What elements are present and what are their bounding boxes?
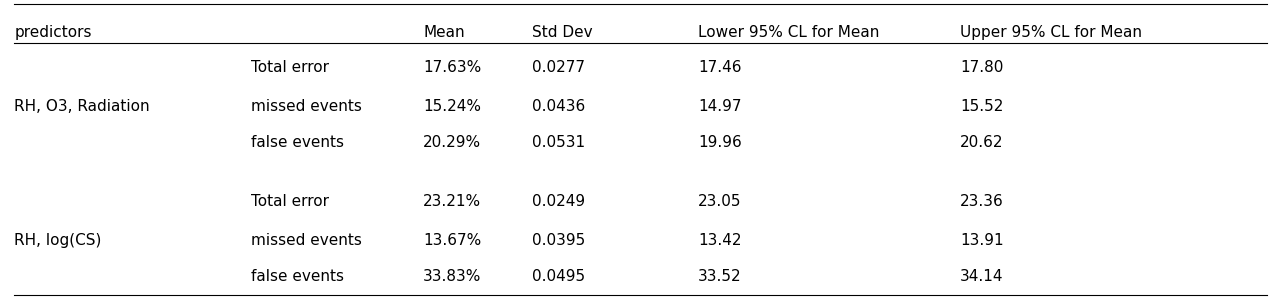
Text: 0.0436: 0.0436 — [532, 99, 585, 114]
Text: false events: false events — [251, 134, 343, 149]
Text: false events: false events — [251, 269, 343, 284]
Text: Mean: Mean — [423, 25, 465, 40]
Text: 33.52: 33.52 — [698, 269, 742, 284]
Text: 0.0249: 0.0249 — [532, 194, 585, 209]
Text: 17.80: 17.80 — [959, 60, 1003, 75]
Text: 20.62: 20.62 — [959, 134, 1003, 149]
Text: 15.24%: 15.24% — [423, 99, 482, 114]
Text: missed events: missed events — [251, 233, 361, 248]
Text: 23.05: 23.05 — [698, 194, 742, 209]
Text: Lower 95% CL for Mean: Lower 95% CL for Mean — [698, 25, 879, 40]
Text: Total error: Total error — [251, 60, 329, 75]
Text: missed events: missed events — [251, 99, 361, 114]
Text: 15.52: 15.52 — [959, 99, 1003, 114]
Text: 17.46: 17.46 — [698, 60, 742, 75]
Text: 13.91: 13.91 — [959, 233, 1004, 248]
Text: 0.0531: 0.0531 — [532, 134, 585, 149]
Text: 34.14: 34.14 — [959, 269, 1003, 284]
Text: Std Dev: Std Dev — [532, 25, 593, 40]
Text: RH, log(CS): RH, log(CS) — [14, 233, 101, 248]
Text: 0.0495: 0.0495 — [532, 269, 585, 284]
Text: 0.0277: 0.0277 — [532, 60, 585, 75]
Text: 14.97: 14.97 — [698, 99, 742, 114]
Text: predictors: predictors — [14, 25, 92, 40]
Text: 13.42: 13.42 — [698, 233, 742, 248]
Text: 17.63%: 17.63% — [423, 60, 482, 75]
Text: 19.96: 19.96 — [698, 134, 742, 149]
Text: Upper 95% CL for Mean: Upper 95% CL for Mean — [959, 25, 1143, 40]
Text: 23.36: 23.36 — [959, 194, 1004, 209]
Text: RH, O3, Radiation: RH, O3, Radiation — [14, 99, 150, 114]
Text: 20.29%: 20.29% — [423, 134, 482, 149]
Text: 23.21%: 23.21% — [423, 194, 482, 209]
Text: Total error: Total error — [251, 194, 329, 209]
Text: 33.83%: 33.83% — [423, 269, 482, 284]
Text: 0.0395: 0.0395 — [532, 233, 585, 248]
Text: 13.67%: 13.67% — [423, 233, 482, 248]
